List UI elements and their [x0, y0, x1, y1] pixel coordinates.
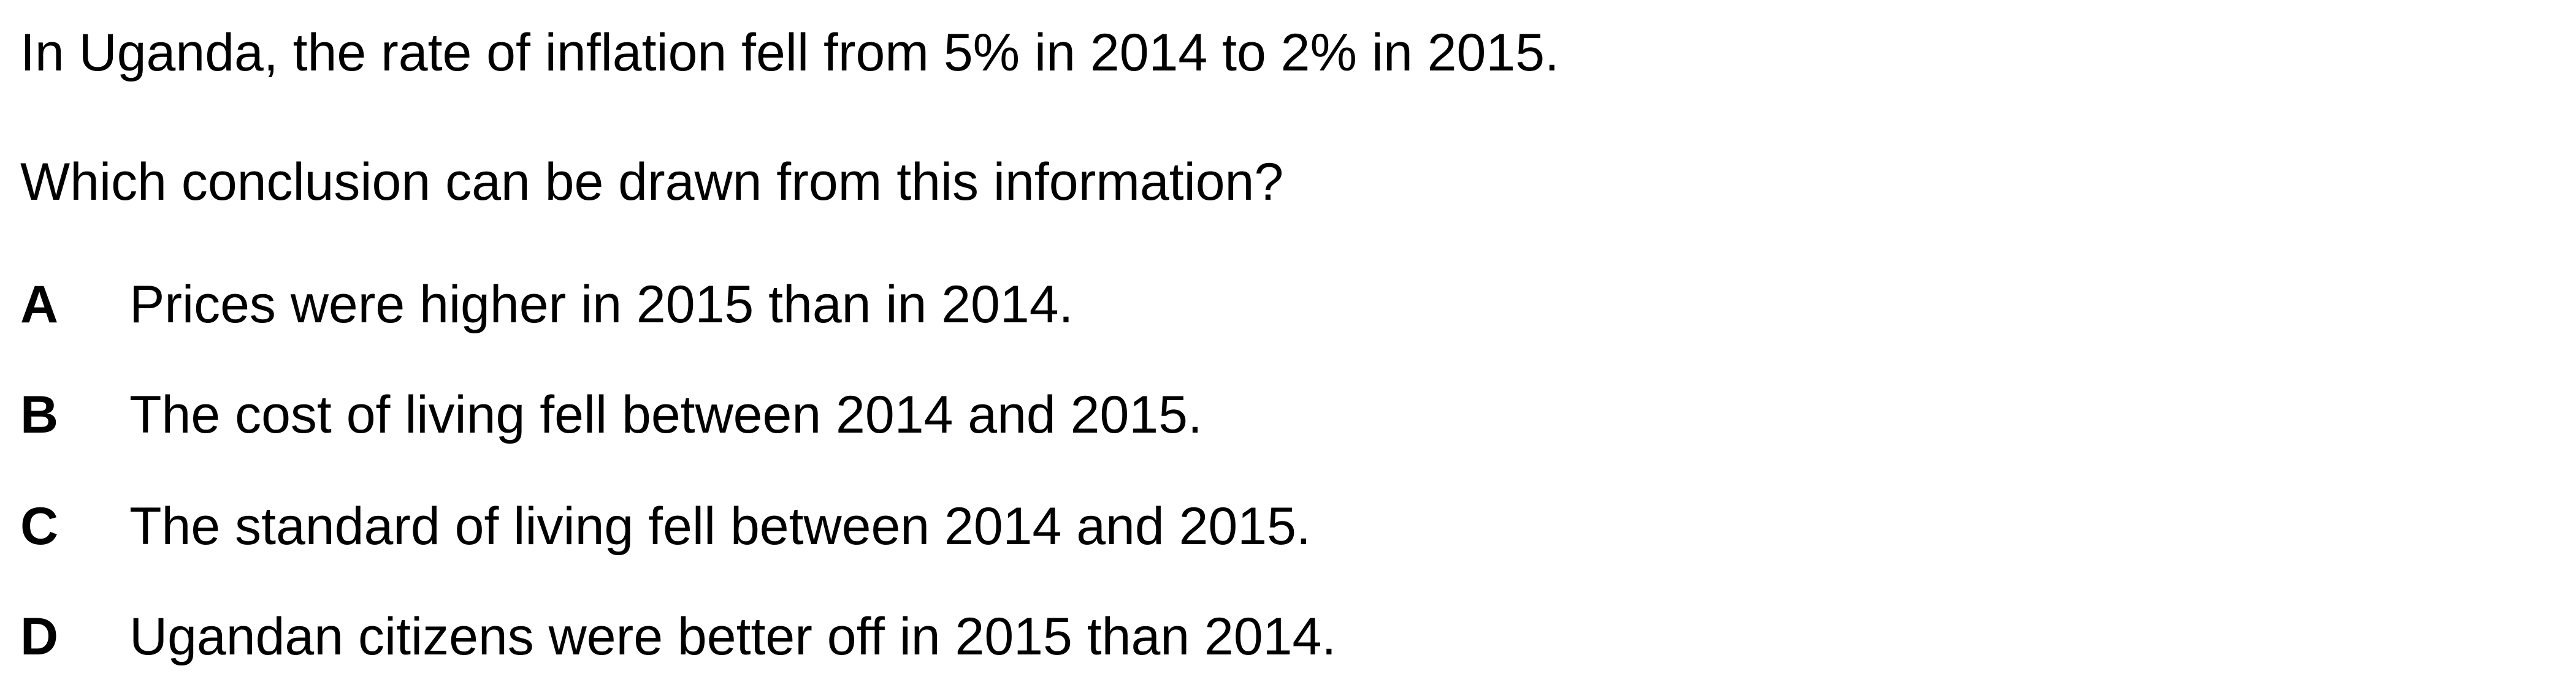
question-stem: In Uganda, the rate of inflation fell fr…	[20, 23, 1559, 82]
option-text: The cost of living fell between 2014 and…	[129, 385, 1202, 444]
option-text: Ugandan citizens were better off in 2015…	[129, 607, 1337, 666]
question-prompt: Which conclusion can be drawn from this …	[20, 153, 1284, 211]
option-letter: C	[20, 497, 59, 556]
option-letter: A	[20, 275, 59, 334]
option-text: The standard of living fell between 2014…	[129, 497, 1311, 556]
option-letter: B	[20, 385, 59, 444]
option-letter: D	[20, 607, 59, 666]
option-text: Prices were higher in 2015 than in 2014.	[129, 275, 1074, 334]
